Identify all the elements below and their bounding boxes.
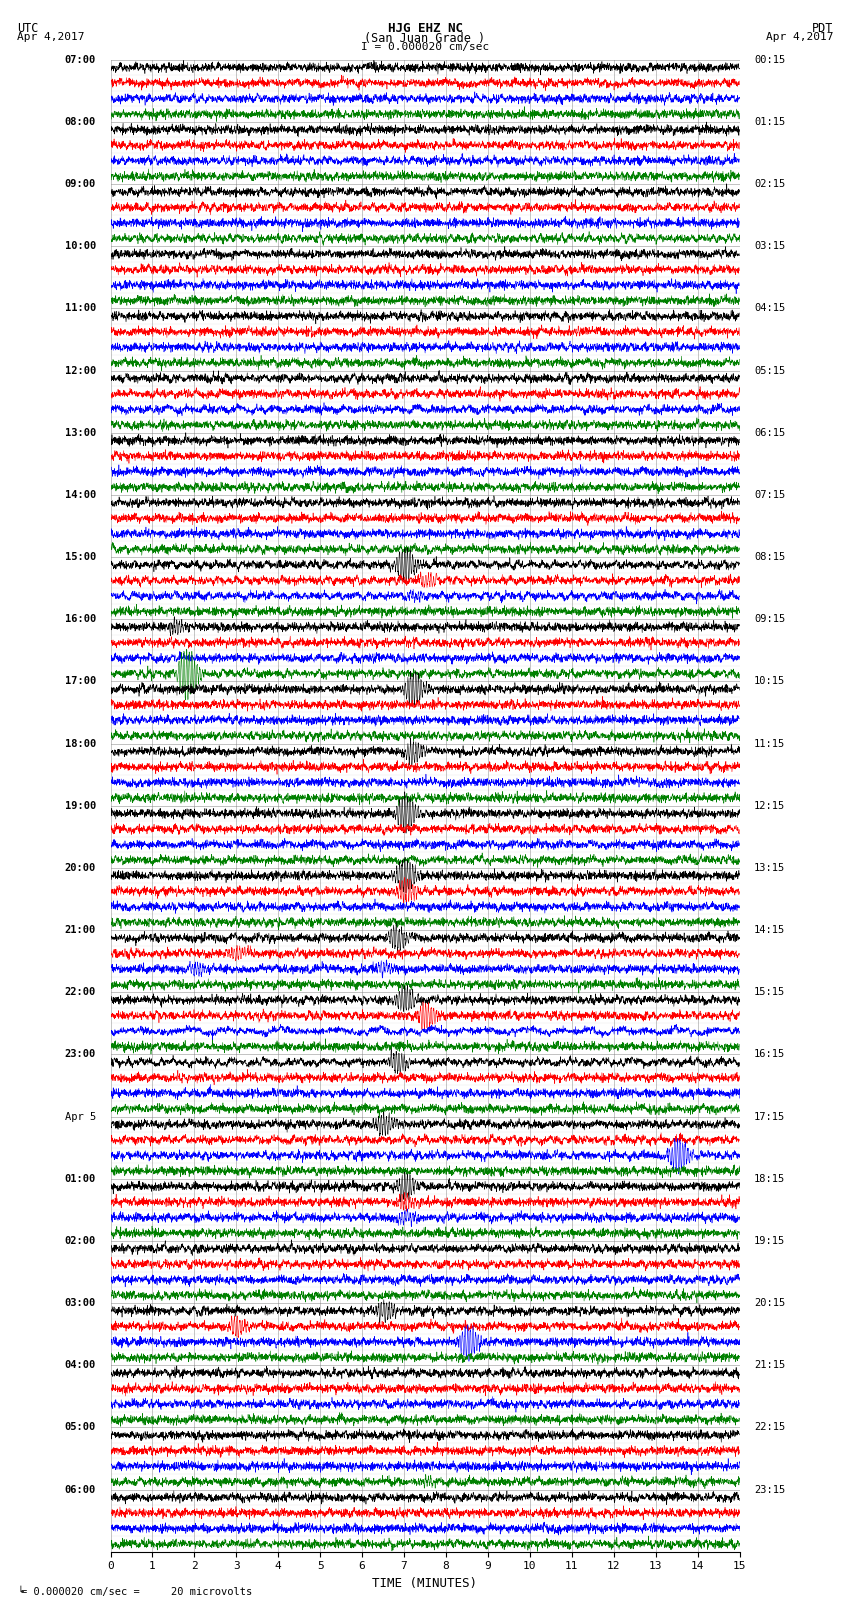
Text: 07:15: 07:15 xyxy=(754,490,785,500)
Text: Apr 5: Apr 5 xyxy=(65,1111,96,1121)
Text: 11:15: 11:15 xyxy=(754,739,785,748)
Text: PDT: PDT xyxy=(812,23,833,35)
Text: 20:15: 20:15 xyxy=(754,1298,785,1308)
Text: 13:15: 13:15 xyxy=(754,863,785,873)
Text: 13:00: 13:00 xyxy=(65,427,96,437)
Text: 22:15: 22:15 xyxy=(754,1423,785,1432)
Text: UTC: UTC xyxy=(17,23,38,35)
Text: 23:15: 23:15 xyxy=(754,1484,785,1495)
Text: = 0.000020 cm/sec =     20 microvolts: = 0.000020 cm/sec = 20 microvolts xyxy=(21,1587,252,1597)
Text: HJG EHZ NC: HJG EHZ NC xyxy=(388,23,462,35)
Text: 03:15: 03:15 xyxy=(754,242,785,252)
Text: 18:15: 18:15 xyxy=(754,1174,785,1184)
Text: 19:15: 19:15 xyxy=(754,1236,785,1245)
Text: 22:00: 22:00 xyxy=(65,987,96,997)
Text: 08:00: 08:00 xyxy=(65,116,96,127)
Text: 05:15: 05:15 xyxy=(754,366,785,376)
Text: 21:00: 21:00 xyxy=(65,924,96,936)
Text: I = 0.000020 cm/sec: I = 0.000020 cm/sec xyxy=(361,42,489,52)
Text: 00:15: 00:15 xyxy=(754,55,785,65)
X-axis label: TIME (MINUTES): TIME (MINUTES) xyxy=(372,1578,478,1590)
Text: 01:15: 01:15 xyxy=(754,116,785,127)
Text: 08:15: 08:15 xyxy=(754,552,785,561)
Text: 12:15: 12:15 xyxy=(754,800,785,811)
Text: 07:00: 07:00 xyxy=(65,55,96,65)
Text: 11:00: 11:00 xyxy=(65,303,96,313)
Text: 14:00: 14:00 xyxy=(65,490,96,500)
Text: 18:00: 18:00 xyxy=(65,739,96,748)
Text: 12:00: 12:00 xyxy=(65,366,96,376)
Text: 03:00: 03:00 xyxy=(65,1298,96,1308)
Text: └: └ xyxy=(17,1587,23,1597)
Text: 02:15: 02:15 xyxy=(754,179,785,189)
Text: 23:00: 23:00 xyxy=(65,1050,96,1060)
Text: 09:00: 09:00 xyxy=(65,179,96,189)
Text: 06:00: 06:00 xyxy=(65,1484,96,1495)
Text: 04:15: 04:15 xyxy=(754,303,785,313)
Text: 21:15: 21:15 xyxy=(754,1360,785,1369)
Text: 05:00: 05:00 xyxy=(65,1423,96,1432)
Text: Apr 4,2017: Apr 4,2017 xyxy=(766,32,833,42)
Text: 15:00: 15:00 xyxy=(65,552,96,561)
Text: 19:00: 19:00 xyxy=(65,800,96,811)
Text: 17:00: 17:00 xyxy=(65,676,96,687)
Text: 15:15: 15:15 xyxy=(754,987,785,997)
Text: 04:00: 04:00 xyxy=(65,1360,96,1369)
Text: 16:15: 16:15 xyxy=(754,1050,785,1060)
Text: 10:15: 10:15 xyxy=(754,676,785,687)
Text: 16:00: 16:00 xyxy=(65,615,96,624)
Text: Apr 4,2017: Apr 4,2017 xyxy=(17,32,84,42)
Text: 01:00: 01:00 xyxy=(65,1174,96,1184)
Text: (San Juan Grade ): (San Juan Grade ) xyxy=(365,32,485,45)
Text: 20:00: 20:00 xyxy=(65,863,96,873)
Text: 17:15: 17:15 xyxy=(754,1111,785,1121)
Text: 09:15: 09:15 xyxy=(754,615,785,624)
Text: 02:00: 02:00 xyxy=(65,1236,96,1245)
Text: 06:15: 06:15 xyxy=(754,427,785,437)
Text: 10:00: 10:00 xyxy=(65,242,96,252)
Text: 14:15: 14:15 xyxy=(754,924,785,936)
